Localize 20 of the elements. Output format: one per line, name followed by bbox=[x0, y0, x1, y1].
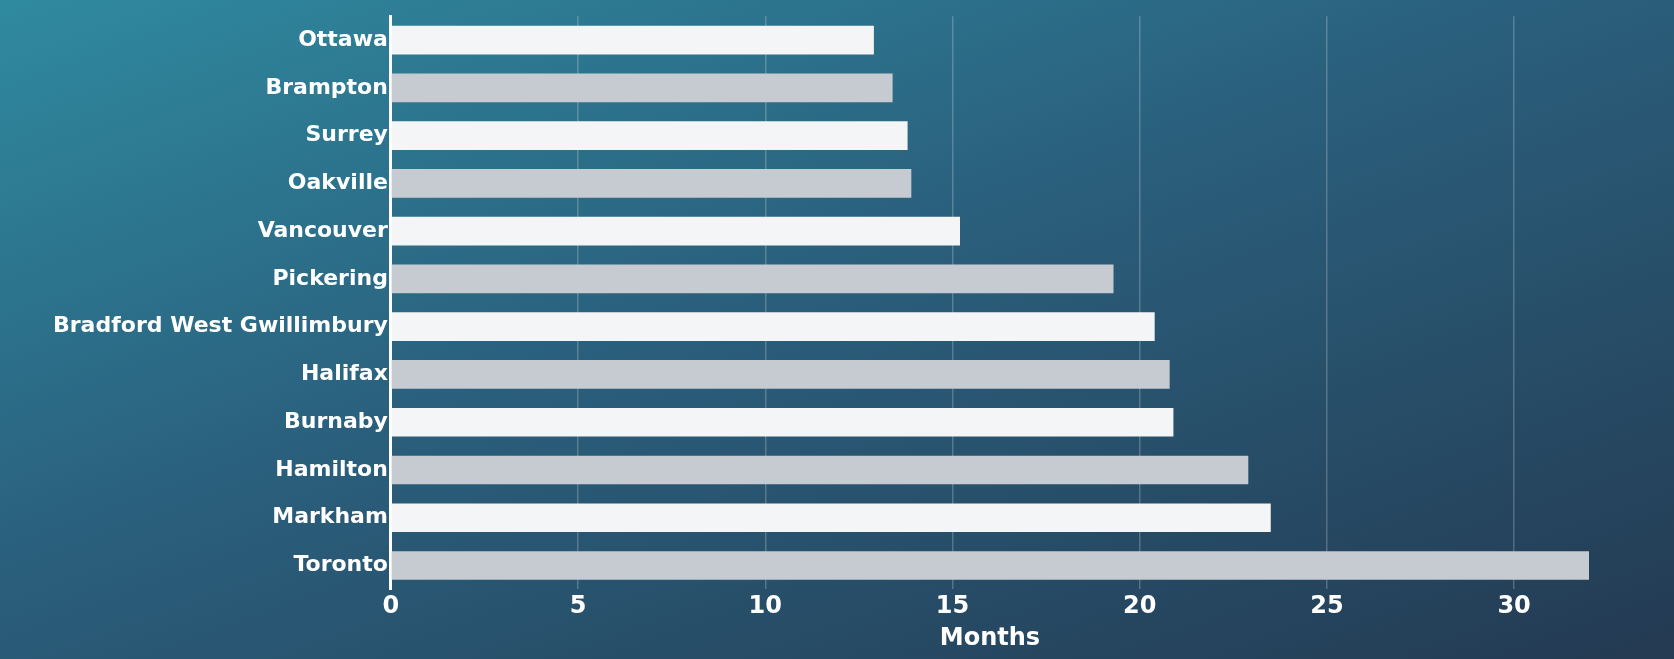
y-tick-label: Ottawa bbox=[298, 25, 388, 51]
x-axis-title: Months bbox=[939, 622, 1041, 651]
y-tick-label: Vancouver bbox=[257, 216, 389, 242]
x-tick-label: 30 bbox=[1497, 591, 1531, 620]
x-tick-label: 10 bbox=[748, 591, 783, 620]
y-tick-label: Pickering bbox=[272, 264, 388, 290]
y-tick-label: Brampton bbox=[265, 73, 388, 99]
y-tick-label: Oakville bbox=[287, 169, 388, 195]
y-tick-label: Bradford West Gwillimbury bbox=[52, 312, 388, 338]
y-tick-label: Hamilton bbox=[275, 455, 388, 481]
x-tick-label: 5 bbox=[569, 591, 587, 620]
x-tick-label: 0 bbox=[382, 591, 400, 620]
x-tick-label: 15 bbox=[935, 591, 970, 620]
y-tick-label: Markham bbox=[272, 503, 388, 529]
x-tick-label: 20 bbox=[1123, 591, 1157, 620]
y-tick-label: Halifax bbox=[300, 360, 388, 386]
y-tick-label: Burnaby bbox=[284, 407, 388, 433]
y-tick-label: Surrey bbox=[305, 121, 388, 147]
x-tick-label: 25 bbox=[1310, 591, 1344, 620]
y-tick-label: Toronto bbox=[293, 551, 388, 577]
